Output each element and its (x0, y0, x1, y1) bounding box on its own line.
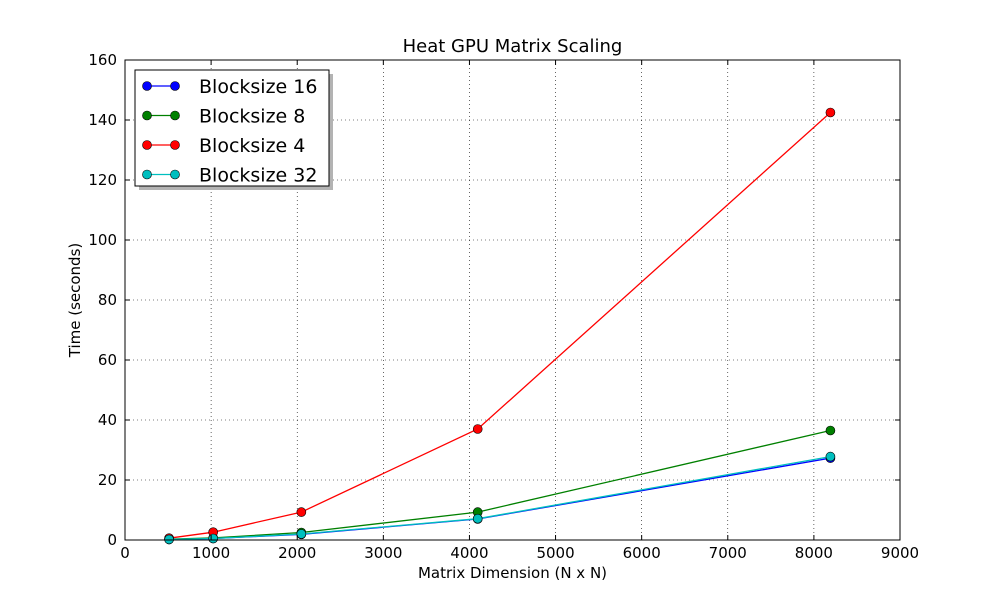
legend-entry: Blocksize 8 (142, 106, 305, 128)
legend-marker (170, 140, 180, 150)
legend-marker (142, 81, 152, 91)
x-tick-label: 6000 (623, 544, 661, 562)
legend-box (134, 69, 330, 187)
legend-label: Blocksize 16 (199, 76, 317, 98)
y-tick-label: 160 (88, 51, 117, 69)
y-tick-label: 60 (98, 351, 117, 369)
x-tick-label: 1000 (192, 544, 230, 562)
data-point (472, 513, 483, 524)
x-tick-label: 0 (120, 544, 130, 562)
y-tick-label: 100 (88, 231, 117, 249)
x-axis-title: Matrix Dimension (N x N) (418, 564, 607, 582)
legend-entry: Blocksize 4 (142, 135, 305, 157)
data-point (825, 107, 836, 118)
y-tick-label: 0 (107, 531, 117, 549)
series-layer (164, 107, 836, 545)
x-tick-label: 7000 (709, 544, 747, 562)
legend-marker (142, 110, 152, 121)
y-tick-label: 120 (88, 171, 117, 189)
legend-label: Blocksize 8 (199, 106, 305, 128)
ticks: 0 1000 2000 3000 4000 5000 6000 7000 8000 9000 0 20… (88, 51, 919, 562)
x-tick-label: 9000 (881, 544, 919, 562)
x-tick-label: 8000 (795, 544, 833, 562)
legend-marker (170, 110, 180, 121)
data-point (208, 533, 218, 544)
y-tick-label: 140 (88, 111, 117, 129)
data-point (472, 424, 483, 434)
data-point (825, 451, 836, 462)
x-tick-label: 5000 (536, 544, 574, 562)
chart-title: Heat GPU Matrix Scaling (403, 36, 623, 57)
x-tick-label: 4000 (450, 544, 488, 562)
legend-marker (142, 140, 152, 150)
data-point (296, 529, 307, 539)
legend-marker (170, 81, 180, 91)
legend-label: Blocksize 32 (199, 165, 317, 187)
y-tick-label: 40 (98, 411, 117, 429)
y-axis-title: Time (seconds) (66, 243, 84, 359)
legend-marker (142, 169, 152, 180)
data-point (296, 507, 307, 517)
y-tick-label: 80 (98, 291, 117, 309)
x-tick-label: 2000 (278, 544, 316, 562)
legend: Blocksize 16 Blocksize 8 Blocksize 4 Blocks… (134, 69, 333, 190)
data-point (164, 534, 174, 545)
legend-entry: Blocksize 16 (142, 76, 317, 98)
legend-marker (170, 169, 180, 180)
series-blocksize-32 (164, 451, 836, 545)
y-tick-label: 20 (98, 471, 117, 489)
legend-entry: Blocksize 32 (142, 165, 317, 187)
legend-label: Blocksize 4 (199, 135, 305, 157)
data-point (825, 425, 836, 436)
x-tick-label: 3000 (364, 544, 402, 562)
